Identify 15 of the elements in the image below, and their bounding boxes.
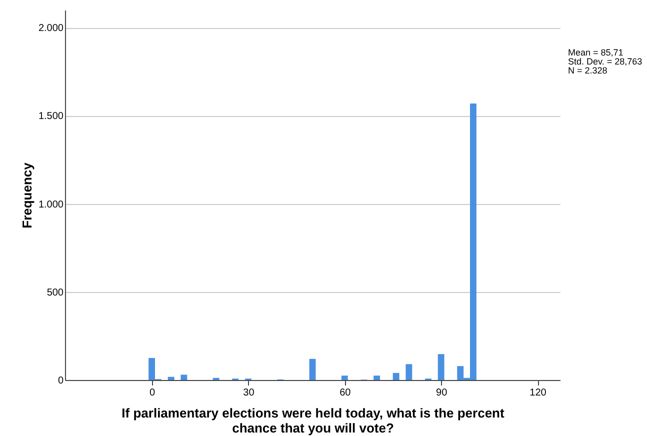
x-tick-label: 120 <box>530 388 547 398</box>
y-tick-label: 500 <box>46 287 64 298</box>
text: Std. Dev. = 28,763 <box>568 56 642 66</box>
text: Mean = 85,71 <box>568 48 624 58</box>
x-tick-label: 90 <box>436 388 448 398</box>
y-tick-label: 1.500 <box>38 111 64 122</box>
x-tick-label: 60 <box>340 388 352 398</box>
y-tick-label: 2.000 <box>38 23 64 34</box>
text: N = 2.328 <box>568 66 608 76</box>
x-tick-label: 0 <box>150 388 156 398</box>
y-tick-label: 1.000 <box>38 199 64 210</box>
x-axis-title: If parliamentary elections were held today, what is the percent chance that you will vote? <box>122 406 505 436</box>
y-tick-label: 0 <box>58 376 64 386</box>
y-axis-title: Frequency <box>19 162 34 228</box>
x-tick-label: 30 <box>243 388 255 398</box>
